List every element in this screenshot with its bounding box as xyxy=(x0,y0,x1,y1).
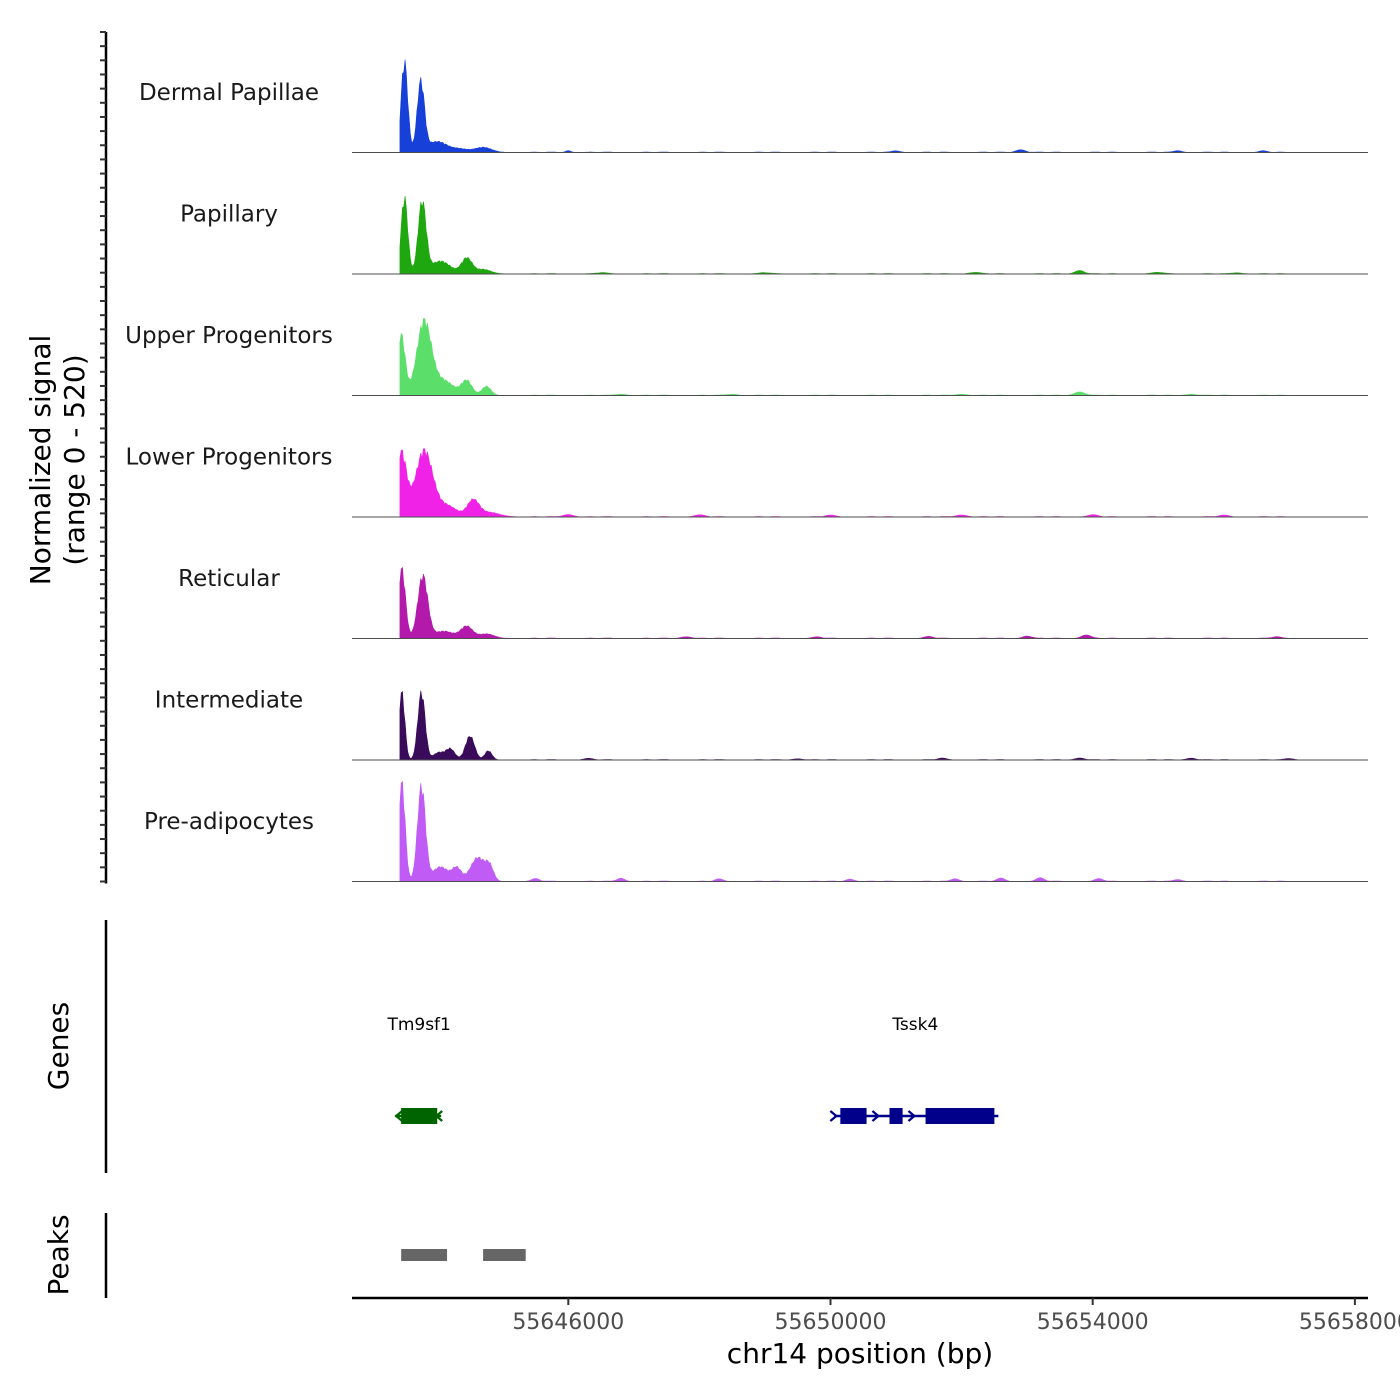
track-dermal-papillae: Dermal Papillae xyxy=(139,59,1368,153)
gene-tm9sf1: Tm9sf1 xyxy=(386,1015,451,1124)
signal-area xyxy=(399,780,1310,882)
signal-area xyxy=(399,195,1310,275)
track-label: Lower Progenitors xyxy=(126,445,333,471)
strand-arrow xyxy=(907,1110,917,1122)
track-upper-progenitors: Upper Progenitors xyxy=(125,318,1368,396)
gene-label: Tssk4 xyxy=(891,1015,938,1035)
peak-region xyxy=(401,1249,448,1261)
x-axis: 55646000 55650000 55654000 55658000 xyxy=(512,1298,1400,1335)
signal-area xyxy=(399,567,1310,639)
track-label: Upper Progenitors xyxy=(125,323,333,349)
signal-area xyxy=(399,59,1310,153)
track-intermediate: Intermediate xyxy=(155,688,1368,761)
x-tick-label: 55650000 xyxy=(775,1310,887,1335)
strand-arrow xyxy=(829,1110,839,1122)
strand-arrow xyxy=(434,1110,443,1122)
gene-track: Tm9sf1 Tssk4 xyxy=(386,1015,999,1124)
peaks-track-title: Peaks xyxy=(42,1214,75,1295)
track-pre-adipocytes: Pre-adipocytes xyxy=(144,780,1368,882)
gene-label: Tm9sf1 xyxy=(386,1015,450,1035)
gene-exon xyxy=(889,1108,903,1124)
track-label: Papillary xyxy=(180,202,278,228)
track-papillary: Papillary xyxy=(180,195,1368,275)
signal-area xyxy=(399,448,1310,518)
x-axis-title: chr14 position (bp) xyxy=(727,1337,993,1370)
gene-exon xyxy=(925,1108,995,1124)
genes-track-title: Genes xyxy=(42,1002,75,1090)
track-label: Intermediate xyxy=(155,688,303,714)
track-lower-progenitors: Lower Progenitors xyxy=(126,445,1368,518)
gene-tssk4: Tssk4 xyxy=(829,1015,999,1124)
signal-area xyxy=(399,690,1310,761)
track-label: Reticular xyxy=(178,566,280,592)
gene-exon xyxy=(840,1108,867,1124)
x-tick-label: 55646000 xyxy=(512,1310,624,1335)
gene-exon xyxy=(401,1108,438,1124)
y-axis-title-range: (range 0 - 520) xyxy=(58,354,91,565)
track-label: Dermal Papillae xyxy=(139,80,319,106)
strand-arrow xyxy=(871,1110,881,1122)
strand-arrow xyxy=(394,1110,403,1122)
track-reticular: Reticular xyxy=(178,566,1368,639)
peak-region xyxy=(483,1249,526,1261)
track-label: Pre-adipocytes xyxy=(144,809,314,835)
peak-track xyxy=(401,1249,526,1261)
x-tick-label: 55654000 xyxy=(1037,1310,1149,1335)
x-tick-label: 55658000 xyxy=(1299,1310,1400,1335)
signal-area xyxy=(399,318,1310,396)
y-axis-title: Normalized signal xyxy=(24,335,57,586)
signal-tracks: Dermal Papillae Papillary Upper Progenitor… xyxy=(100,31,1368,884)
